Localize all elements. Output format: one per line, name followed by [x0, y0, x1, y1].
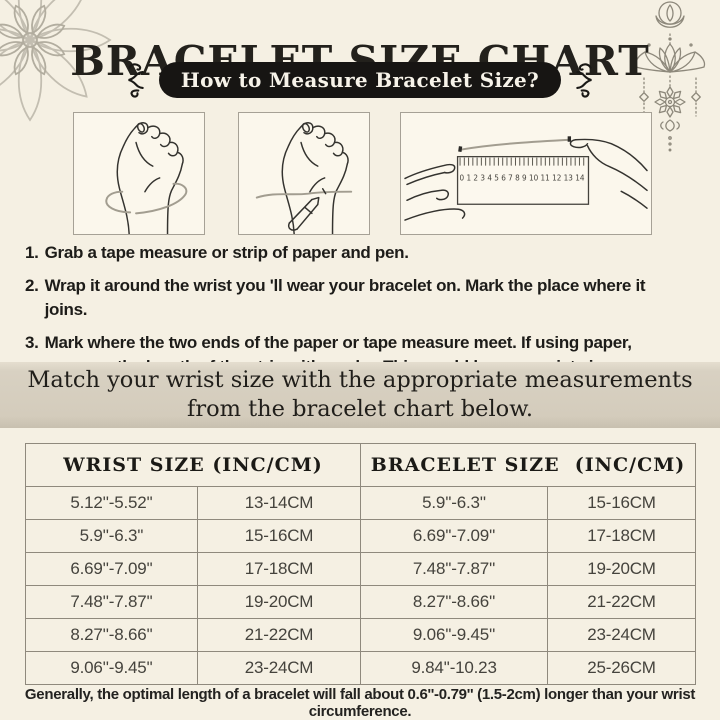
step-number: 3. [25, 333, 39, 353]
table-cell: 7.48''-7.87'' [360, 552, 549, 586]
measure-step-2-illustration [238, 112, 370, 235]
flourish-left-icon [128, 63, 144, 98]
table-row: 7.48''-7.87'' 19-20CM 8.27''-8.66'' 21-2… [25, 585, 697, 619]
table-cell: 17-18CM [547, 519, 697, 553]
table-cell: 19-20CM [547, 552, 697, 586]
table-row: 9.06''-9.45'' 23-24CM 9.84''-10.23 25-26… [25, 651, 697, 685]
mandala-flower-icon [0, 0, 112, 122]
hand-wrist-pen-icon [255, 121, 353, 234]
ruler-numbers: 0 1 2 3 4 5 6 7 8 9 10 11 12 13 14 [460, 173, 585, 182]
table-cell: 23-24CM [196, 651, 362, 685]
table-row: 8.27''-8.66'' 21-22CM 9.06''-9.45'' 23-2… [25, 618, 697, 652]
table-cell: 21-22CM [196, 618, 362, 652]
how-to-measure-badge-row: How to Measure Bracelet Size? [0, 61, 720, 99]
table-row: 5.12''-5.52'' 13-14CM 5.9''-6.3'' 15-16C… [25, 486, 697, 520]
instruction-step-1: 1. Grab a tape measure or strip of paper… [25, 241, 687, 264]
table-cell: 19-20CM [196, 585, 362, 619]
hand-wrist-tape-icon [105, 122, 188, 234]
table-cell: 17-18CM [196, 552, 362, 586]
table-cell: 25-26CM [547, 651, 697, 685]
table-row: 6.69''-7.09'' 17-18CM 7.48''-7.87'' 19-2… [25, 552, 697, 586]
flourish-right-icon [576, 63, 592, 98]
instruction-step-2: 2. Wrap it around the wrist you 'll wear… [25, 274, 687, 321]
measure-step-1-illustration [73, 112, 205, 235]
table-row: 5.9''-6.3'' 15-16CM 6.69''-7.09'' 17-18C… [25, 519, 697, 553]
step-number: 1. [25, 243, 39, 262]
banner-line-1: Match your wrist size with the appropria… [27, 366, 693, 393]
table-cell: 9.06''-9.45'' [25, 651, 198, 685]
lotus-ornament-icon [634, 1, 706, 152]
table-cell: 8.27''-8.66'' [25, 618, 198, 652]
table-cell: 9.06''-9.45'' [360, 618, 549, 652]
wrist-size-header: WRIST SIZE (INC/CM) [24, 443, 362, 487]
banner-line-2: from the bracelet chart below. [187, 396, 533, 422]
table-cell: 6.69''-7.09'' [360, 519, 549, 553]
ruler-measure-icon: 0 1 2 3 4 5 6 7 8 9 10 11 12 13 14 [404, 136, 648, 221]
table-cell: 9.84''-10.23 [360, 651, 549, 685]
step-text: Grab a tape measure or strip of paper an… [44, 243, 409, 262]
table-cell: 15-16CM [196, 519, 362, 553]
measure-step-3-illustration: 0 1 2 3 4 5 6 7 8 9 10 11 12 13 14 [400, 112, 652, 235]
table-cell: 8.27''-8.66'' [360, 585, 549, 619]
how-to-measure-badge: How to Measure Bracelet Size? [158, 62, 562, 98]
table-cell: 6.69''-7.09'' [25, 552, 198, 586]
table-cell: 5.9''-6.3'' [360, 486, 549, 520]
step-text: Wrap it around the wrist you 'll wear yo… [44, 276, 646, 319]
table-header-row: WRIST SIZE (INC/CM) BRACELET SIZE (INC/C… [24, 443, 697, 487]
table-cell: 13-14CM [196, 486, 362, 520]
table-cell: 5.9''-6.3'' [25, 519, 198, 553]
optimal-length-note: Generally, the optimal length of a brace… [24, 686, 696, 720]
table-cell: 5.12''-5.52'' [25, 486, 198, 520]
table-cell: 23-24CM [547, 618, 697, 652]
step-number: 2. [25, 276, 39, 296]
bracelet-size-header: BRACELET SIZE (INC/CM) [360, 443, 697, 487]
table-cell: 21-22CM [547, 585, 697, 619]
match-size-banner: Match your wrist size with the appropria… [0, 362, 720, 428]
table-cell: 7.48''-7.87'' [25, 585, 198, 619]
size-chart-table: WRIST SIZE (INC/CM) BRACELET SIZE (INC/C… [24, 443, 697, 685]
table-cell: 15-16CM [547, 486, 697, 520]
